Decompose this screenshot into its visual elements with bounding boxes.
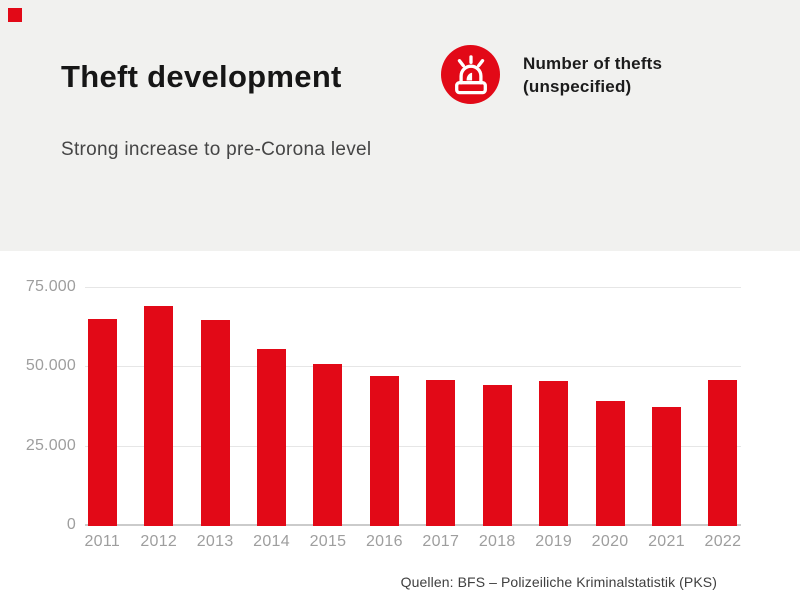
bar-2020: [595, 400, 625, 526]
y-tick-label: 25.000: [25, 436, 76, 454]
y-tick-label: 75.000: [25, 277, 76, 295]
bar-2015: [313, 364, 343, 526]
page-subtitle: Strong increase to pre-Corona level: [61, 139, 372, 160]
legend-label: Number of thefts (unspecified): [523, 53, 662, 98]
bar-chart: 0 25.000 50.000 75.000 2011 2012 2013 2014 2015 2…: [0, 251, 800, 600]
x-tick-label: 2019: [535, 533, 573, 550]
bar-2022: [708, 379, 738, 526]
x-axis-line: [85, 524, 741, 526]
bar-2012: [144, 305, 174, 526]
source-note: Quellen: BFS – Polizeiliche Kriminalstat…: [400, 574, 717, 590]
gridline: [85, 366, 741, 367]
bar-2018: [482, 385, 512, 526]
legend-label-line2: (unspecified): [523, 76, 632, 96]
y-tick-label: 0: [66, 516, 76, 533]
bar-2021: [652, 407, 681, 526]
legend-circle: [441, 45, 500, 104]
x-tick-label: 2017: [422, 533, 460, 550]
gridline: [85, 445, 741, 447]
brand-logo: [8, 8, 22, 22]
bar-2011: [87, 319, 117, 526]
bar-2013: [200, 319, 230, 526]
x-tick-label: 2020: [591, 533, 629, 550]
x-tick-label: 2018: [478, 533, 516, 550]
y-tick-label: 50.000: [25, 357, 76, 374]
x-tick-label: 2012: [140, 533, 178, 550]
gridline: [85, 286, 741, 288]
bar-2016: [369, 375, 399, 526]
x-tick-label: 2011: [84, 533, 121, 550]
legend-badge: Number of thefts (unspecified): [441, 45, 781, 105]
x-tick-label: 2016: [365, 533, 403, 550]
bar-2014: [257, 348, 287, 526]
legend-label-line1: Number of thefts: [523, 54, 663, 73]
siren-icon: [449, 53, 493, 97]
x-tick-label: 2013: [196, 533, 234, 550]
x-tick-label: 2021: [648, 533, 685, 550]
x-tick-label: 2014: [253, 533, 290, 550]
bar-2017: [426, 380, 456, 526]
x-tick-label: 2022: [704, 533, 742, 550]
x-tick-label: 2015: [309, 533, 347, 550]
page-title: Theft development: [61, 59, 342, 94]
header-band: Theft development Strong increase to pre…: [0, 0, 800, 251]
bar-2019: [539, 380, 569, 526]
